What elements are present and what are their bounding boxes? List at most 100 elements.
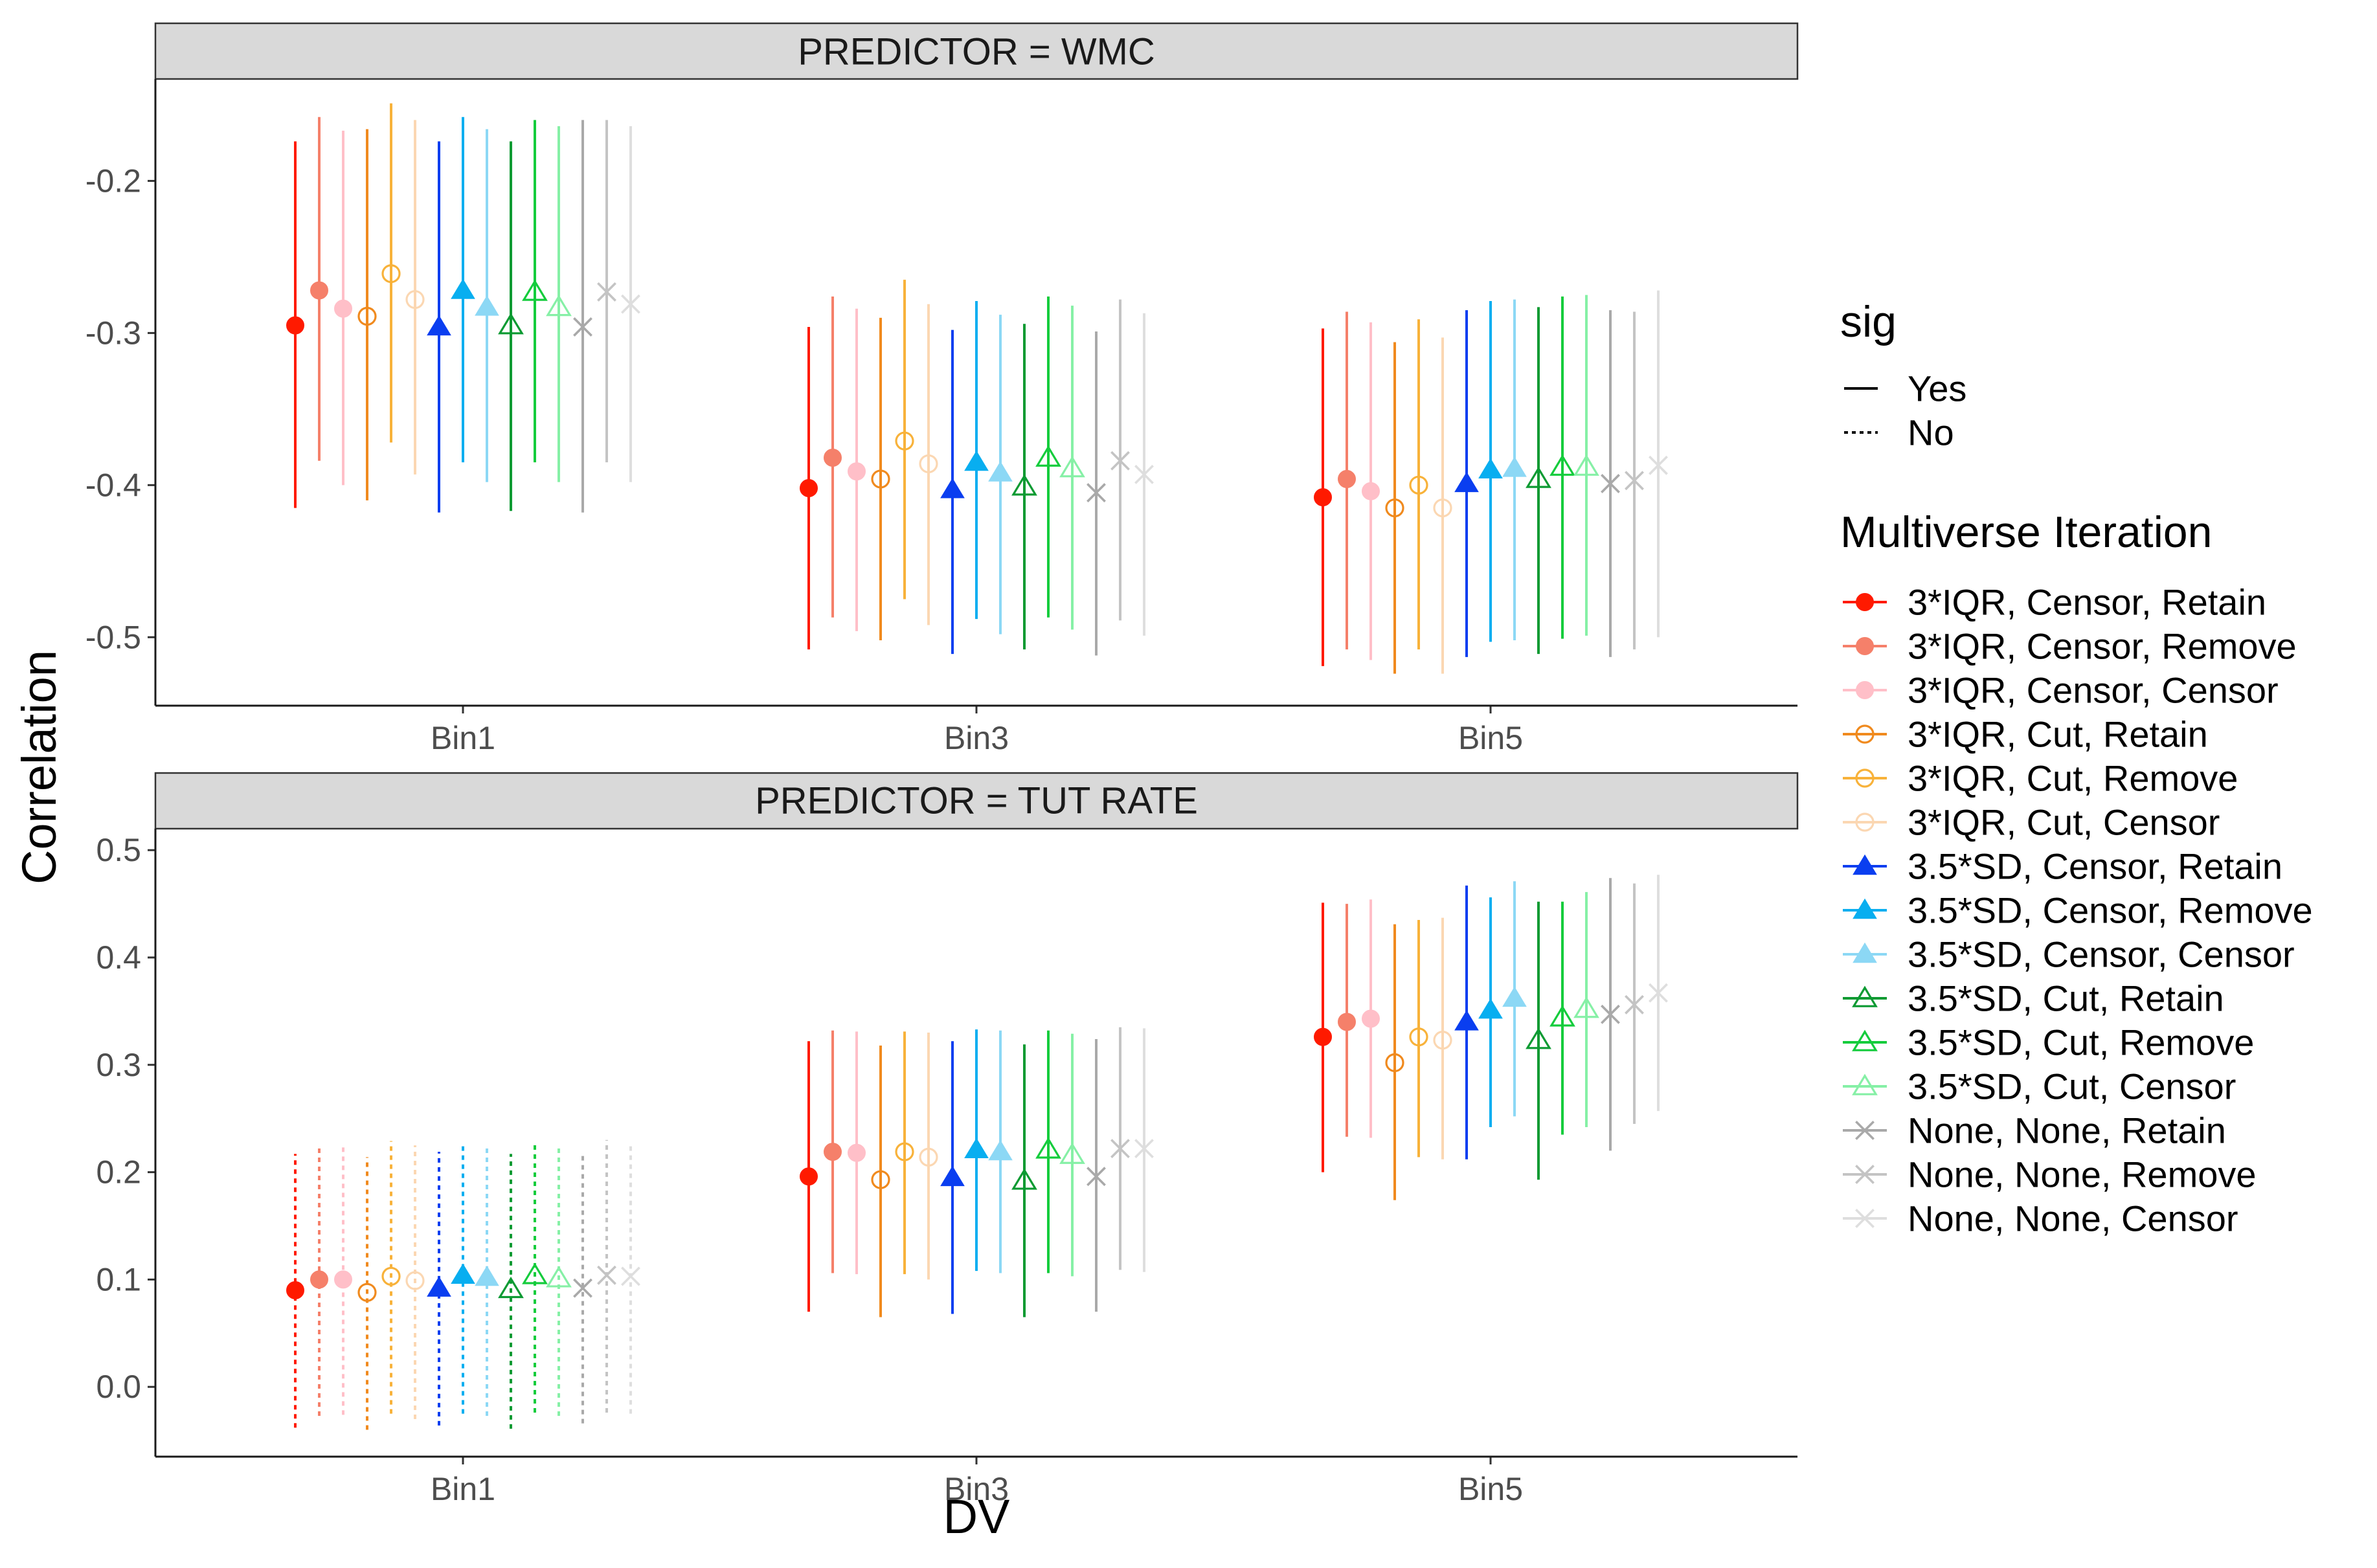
point-estimate [1526, 466, 1551, 488]
point-estimate [964, 450, 989, 471]
point-estimate [427, 315, 451, 336]
marks-wmc [286, 103, 1668, 674]
point-estimate [919, 1147, 938, 1167]
y-tick-label: -0.3 [85, 315, 141, 351]
marker-x-stroke [573, 317, 592, 337]
marker-x-stroke [1649, 455, 1668, 475]
point-estimate [381, 1266, 401, 1286]
point-estimate [381, 264, 401, 284]
marker-x-stroke [621, 294, 640, 314]
y-tick-label: 0.2 [96, 1154, 141, 1191]
x-axis-ticks-wmc: Bin1 Bin3 Bin5 [431, 706, 1523, 756]
point-estimate [1087, 483, 1106, 502]
point-estimate [286, 1281, 304, 1299]
point-estimate [1110, 1139, 1130, 1159]
point-estimate [334, 299, 352, 318]
point-estimate [522, 1262, 548, 1284]
point-estimate [1433, 1031, 1452, 1050]
point-estimate [310, 281, 328, 300]
y-tick-label: -0.2 [85, 162, 141, 199]
marker-x-stroke [1601, 474, 1620, 493]
legend-iteration-label: 3.5*SD, Cut, Censor [1908, 1066, 2236, 1107]
point-estimate [1314, 1027, 1332, 1046]
y-tick-label: 0.5 [96, 832, 141, 868]
marker-x-stroke [1110, 451, 1130, 471]
facet-strip-wmc [154, 22, 1799, 80]
legend-key-marker [1853, 898, 1877, 919]
point-estimate [451, 278, 475, 299]
point-estimate [800, 1167, 818, 1186]
point-estimate [1338, 1013, 1356, 1031]
marker-x-stroke [1855, 1165, 1875, 1184]
legend-iteration-label: 3.5*SD, Cut, Retain [1908, 978, 2224, 1019]
x-tick-label: Bin5 [1458, 1471, 1523, 1507]
point-estimate [1625, 995, 1644, 1014]
point-estimate [1035, 1137, 1061, 1159]
point-estimate [1502, 986, 1527, 1007]
point-estimate [1526, 1027, 1551, 1049]
point-estimate [1011, 474, 1037, 496]
marker-x-stroke [1110, 1139, 1130, 1159]
point-estimate [1649, 455, 1668, 475]
legend-iteration-label: 3.5*SD, Cut, Remove [1908, 1022, 2254, 1063]
y-axis-title: Correlation [12, 650, 66, 884]
marks-tut-rate [286, 875, 1668, 1430]
point-estimate [546, 295, 572, 317]
legend-iteration-label: 3.5*SD, Censor, Retain [1908, 846, 2282, 887]
point-estimate [1059, 456, 1085, 478]
marker-x-stroke [1134, 464, 1154, 484]
point-estimate [988, 461, 1013, 482]
x-tick-label: Bin5 [1458, 720, 1523, 756]
point-estimate [940, 478, 965, 498]
point-estimate [573, 1278, 592, 1298]
legend-iteration-label: None, None, Retain [1908, 1110, 2226, 1151]
x-axis-title: DV [943, 1490, 1010, 1543]
point-estimate [1059, 1142, 1085, 1164]
point-estimate [1134, 1139, 1154, 1159]
legend-sig-label: No [1908, 412, 1954, 453]
point-estimate [1454, 1010, 1479, 1031]
marker-x-stroke [597, 282, 616, 302]
point-estimate [1573, 454, 1599, 476]
point-estimate [1385, 498, 1404, 518]
point-estimate [1110, 451, 1130, 471]
point-estimate [800, 479, 818, 498]
marker-x-stroke [1649, 983, 1668, 1003]
point-estimate [621, 294, 640, 314]
marker-x-stroke [1855, 1121, 1875, 1140]
point-estimate [988, 1139, 1013, 1161]
point-estimate [621, 1266, 640, 1286]
y-tick-label: 0.3 [96, 1047, 141, 1083]
point-estimate [475, 295, 499, 316]
point-estimate [940, 1165, 965, 1187]
legend-key-marker [1852, 1073, 1878, 1095]
point-estimate [1454, 471, 1479, 493]
y-tick-label: 0.4 [96, 939, 141, 976]
point-estimate [405, 1271, 425, 1290]
point-estimate [1134, 464, 1154, 484]
legend-key-marker [1856, 593, 1874, 611]
marker-x-stroke [1855, 1209, 1875, 1228]
point-estimate [1601, 474, 1620, 493]
point-estimate [871, 1170, 890, 1189]
legend-key-marker [1852, 985, 1878, 1007]
legend-iteration-label: 3*IQR, Cut, Censor [1908, 802, 2220, 843]
legend-iteration-label: 3*IQR, Censor, Retain [1908, 582, 2266, 623]
facet-panel-wmc: PREDICTOR = WMC -0.2-0.3-0.4-0.5 Bin1 Bin… [85, 22, 1799, 756]
point-estimate [824, 449, 842, 467]
point-estimate [1087, 1167, 1106, 1187]
point-estimate [475, 1265, 499, 1286]
point-estimate [848, 462, 866, 481]
legend-key-marker [1855, 1165, 1875, 1184]
facet-label-tut-rate: PREDICTOR = TUT RATE [755, 780, 1198, 822]
point-estimate [1409, 1027, 1428, 1047]
y-tick-label: -0.4 [85, 467, 141, 503]
point-estimate [1601, 1004, 1620, 1024]
marker-x-stroke [1625, 995, 1644, 1014]
point-estimate [1314, 488, 1332, 507]
legend-iteration-label: None, None, Remove [1908, 1154, 2257, 1195]
